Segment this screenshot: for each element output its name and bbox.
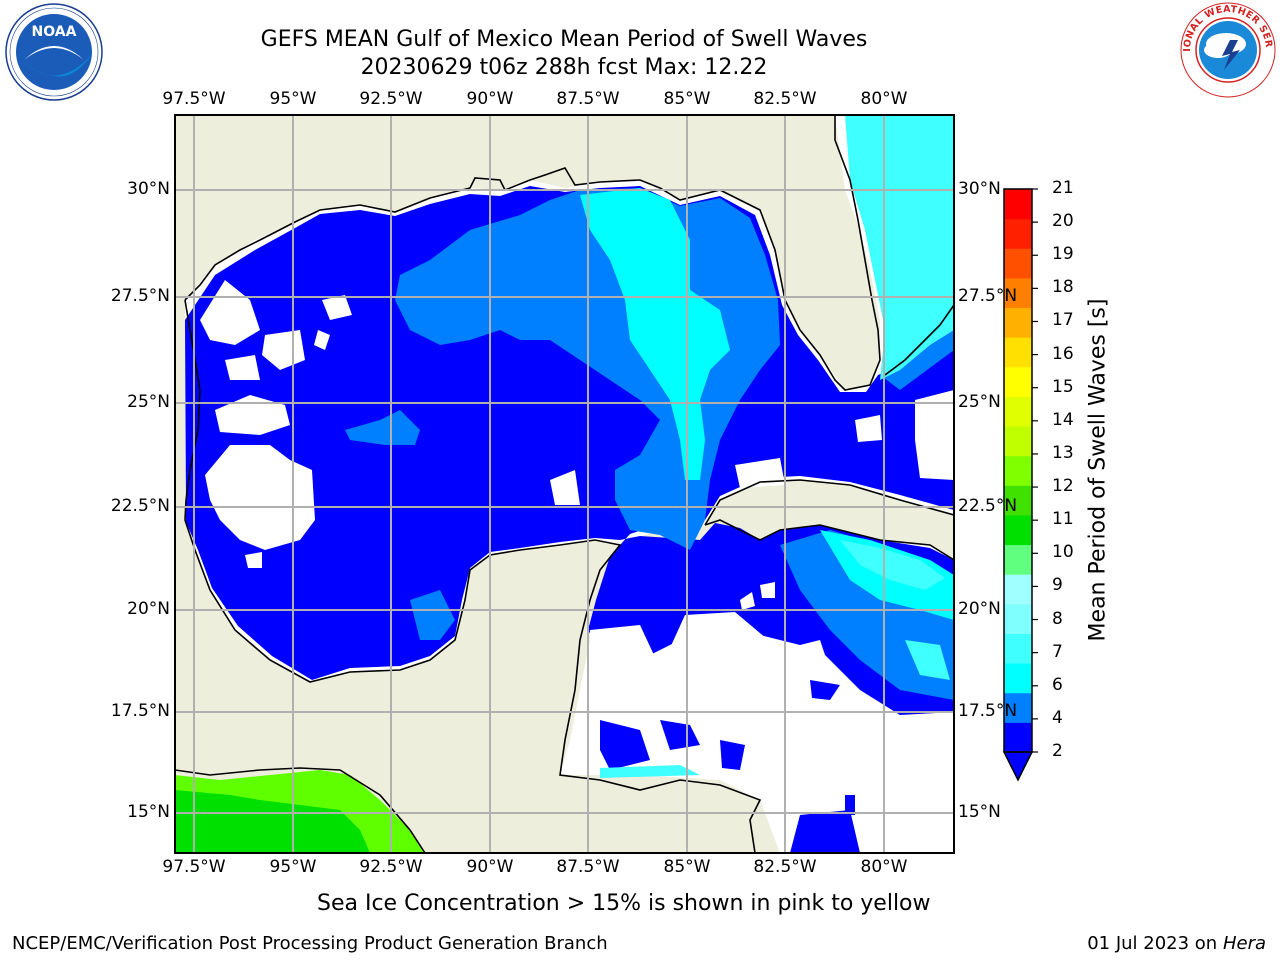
colorbar-tick-label: 6 bbox=[1052, 674, 1063, 695]
swell-7-8s-honduras bbox=[600, 765, 700, 778]
colorbar-tick-label: 2 bbox=[1052, 741, 1063, 761]
lon-tick-top: 97.5°W bbox=[162, 89, 226, 109]
lon-tick-top: 87.5°W bbox=[556, 89, 620, 109]
swell-4-6s-bay bbox=[410, 590, 455, 640]
lat-tick-right: 27.5°N bbox=[958, 286, 1018, 306]
colorbar-segment bbox=[1004, 248, 1032, 279]
lon-tick-bottom: 85°W bbox=[663, 857, 711, 877]
lat-tick-right: 17.5°N bbox=[958, 701, 1018, 721]
colorbar-tick-label: 10 bbox=[1052, 542, 1074, 563]
swell-7-8s-south bbox=[905, 640, 950, 680]
colorbar-segment bbox=[1004, 366, 1032, 397]
lon-tick-top: 80°W bbox=[860, 89, 908, 109]
colorbar-tick-label: 20 bbox=[1052, 211, 1074, 232]
lon-tick-top: 92.5°W bbox=[359, 89, 423, 109]
lat-tick-right: 15°N bbox=[958, 802, 1001, 822]
noaa-logo-icon: NOAA bbox=[5, 3, 103, 101]
swell-7-8s-carib bbox=[840, 540, 945, 590]
colorbar-tick-label: 7 bbox=[1052, 641, 1063, 662]
lon-tick-bottom: 95°W bbox=[269, 857, 317, 877]
title-line2: 20230629 t06z 288h fcst Max: 12.22 bbox=[360, 55, 768, 80]
lon-tick-bottom: 87.5°W bbox=[556, 857, 620, 877]
swell-6-7s bbox=[580, 188, 730, 480]
colorbar-segment bbox=[1004, 603, 1032, 634]
footer-left: NCEP/EMC/Verification Post Processing Pr… bbox=[12, 933, 608, 954]
lat-tick-left: 25°N bbox=[127, 392, 170, 412]
lat-tick-right: 20°N bbox=[958, 599, 1001, 619]
colorbar-segment bbox=[1004, 455, 1032, 486]
map-frame bbox=[174, 114, 955, 854]
coastlines bbox=[175, 115, 954, 853]
lon-tick-bottom: 82.5°W bbox=[753, 857, 817, 877]
lat-tick-left: 15°N bbox=[127, 802, 170, 822]
colorbar-tick-label: 15 bbox=[1052, 376, 1074, 397]
colorbar bbox=[1002, 188, 1038, 782]
colorbar-segment bbox=[1004, 663, 1032, 694]
colorbar-tick-label: 17 bbox=[1052, 310, 1074, 331]
colorbar-segment bbox=[1004, 307, 1032, 338]
colorbar-tick-label: 9 bbox=[1052, 575, 1063, 596]
lat-tick-left: 20°N bbox=[127, 599, 170, 619]
map-grid bbox=[175, 115, 954, 853]
colorbar-tick-label: 13 bbox=[1052, 442, 1074, 463]
lon-tick-top: 90°W bbox=[466, 89, 514, 109]
colorbar-extend-arrow bbox=[1002, 751, 1034, 782]
lon-tick-bottom: 97.5°W bbox=[162, 857, 226, 877]
footer-date: 01 Jul 2023 on bbox=[1087, 933, 1223, 954]
lat-tick-left: 17.5°N bbox=[110, 701, 170, 721]
colorbar-segment bbox=[1004, 574, 1032, 605]
colorbar-tick-label: 14 bbox=[1052, 409, 1074, 430]
swell-7-8s bbox=[845, 115, 954, 380]
lat-tick-left: 27.5°N bbox=[110, 286, 170, 306]
colorbar-tick-label: 18 bbox=[1052, 277, 1074, 298]
nws-logo-icon: NATIONAL WEATHER SERVICE bbox=[1178, 0, 1276, 98]
lat-tick-right: 25°N bbox=[958, 392, 1001, 412]
colorbar-tick-label: 19 bbox=[1052, 244, 1074, 265]
colorbar-frame bbox=[1003, 188, 1033, 753]
lat-tick-right: 22.5°N bbox=[958, 496, 1018, 516]
lon-tick-bottom: 90°W bbox=[466, 857, 514, 877]
colorbar-segment bbox=[1004, 485, 1032, 516]
noaa-text: NOAA bbox=[32, 24, 77, 40]
colorbar-tick-label: 4 bbox=[1052, 707, 1063, 728]
colorbar-segment bbox=[1004, 544, 1032, 575]
colorbar-segment bbox=[1004, 396, 1032, 427]
colorbar-tick-label: 12 bbox=[1052, 476, 1074, 497]
colorbar-segment bbox=[1004, 633, 1032, 664]
lon-tick-top: 85°W bbox=[663, 89, 711, 109]
lat-tick-left: 30°N bbox=[127, 179, 170, 199]
colorbar-segment bbox=[1004, 189, 1032, 220]
swell-4-6s-patch bbox=[345, 410, 420, 445]
lon-tick-bottom: 80°W bbox=[860, 857, 908, 877]
swell-9-10s-pacific bbox=[175, 790, 370, 853]
lon-tick-top: 95°W bbox=[269, 89, 317, 109]
swell-2-4s-caribbean bbox=[600, 680, 860, 853]
footer-host: Hera bbox=[1222, 933, 1266, 954]
colorbar-segment bbox=[1004, 426, 1032, 457]
colorbar-segment bbox=[1004, 722, 1032, 753]
sea-ice-note: Sea Ice Concentration > 15% is shown in … bbox=[317, 891, 931, 916]
colorbar-segment bbox=[1004, 277, 1032, 309]
colorbar-tick-label: 11 bbox=[1052, 509, 1074, 530]
colorbar-tick-label: 16 bbox=[1052, 343, 1074, 364]
colorbar-segment bbox=[1004, 218, 1032, 249]
colorbar-segment bbox=[1004, 692, 1032, 723]
title-line1: GEFS MEAN Gulf of Mexico Mean Period of … bbox=[260, 27, 868, 52]
lon-tick-top: 82.5°W bbox=[753, 89, 817, 109]
lon-tick-bottom: 92.5°W bbox=[359, 857, 423, 877]
colorbar-tick-label: 8 bbox=[1052, 608, 1063, 629]
lat-tick-left: 22.5°N bbox=[110, 496, 170, 516]
colorbar-segment bbox=[1004, 337, 1032, 368]
colorbar-segment bbox=[1004, 514, 1032, 546]
colorbar-tick-label: 21 bbox=[1052, 178, 1074, 198]
footer-right: 01 Jul 2023 on Hera bbox=[1087, 933, 1266, 954]
colorbar-label: Mean Period of Swell Waves [s] bbox=[1085, 298, 1111, 642]
lat-tick-right: 30°N bbox=[958, 179, 1001, 199]
